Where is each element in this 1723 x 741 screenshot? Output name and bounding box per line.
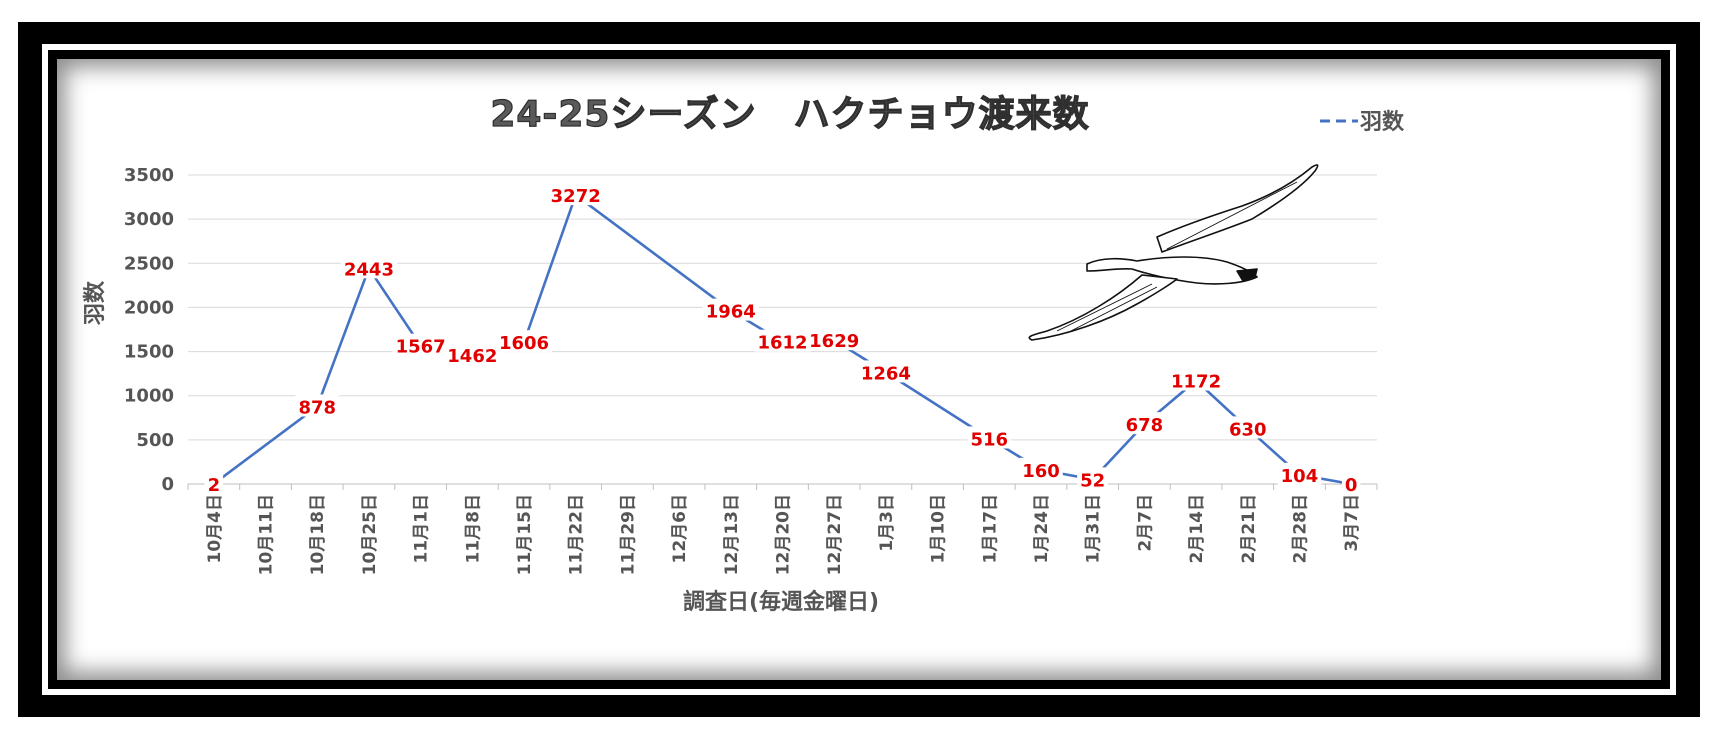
x-tick-label: 1月17日 [980, 494, 1000, 564]
data-label: 1462 [447, 346, 497, 367]
swan-body [1086, 256, 1258, 285]
data-label-bg [857, 360, 914, 383]
data-label: 678 [1126, 415, 1164, 436]
data-label-bg [204, 471, 224, 494]
x-tick-label: 10月18日 [308, 494, 328, 575]
y-tick-label: 1000 [124, 386, 174, 407]
data-label-bg [1019, 457, 1063, 480]
x-tick-label: 2月21日 [1239, 494, 1259, 564]
swan-feet [1236, 268, 1258, 282]
x-tick-label: 11月1日 [412, 494, 432, 564]
x-tick-label: 1月3日 [877, 494, 897, 552]
data-label-bg [1077, 467, 1109, 490]
data-label-bg [392, 333, 449, 356]
x-tick-label: 12月6日 [670, 494, 690, 564]
x-tick-label: 12月27日 [825, 494, 845, 575]
x-tick-label: 2月28日 [1290, 494, 1310, 564]
data-label: 0 [1345, 475, 1358, 496]
data-label-bg [702, 298, 759, 321]
data-label: 878 [298, 397, 336, 418]
data-label-bg [1277, 462, 1322, 485]
data-label: 1606 [499, 333, 549, 354]
data-label: 1964 [706, 302, 756, 323]
data-label-bg [444, 342, 501, 365]
data-label: 160 [1022, 461, 1060, 482]
x-tick-label: 3月7日 [1342, 494, 1362, 552]
data-label-bg [495, 330, 553, 353]
x-tick-label: 1月10日 [929, 494, 949, 564]
legend: 羽数 [1320, 109, 1405, 135]
y-tick-label: 0 [161, 474, 174, 495]
data-label: 104 [1281, 466, 1319, 487]
data-label: 1612 [757, 333, 807, 354]
y-tick-label: 2000 [124, 297, 174, 318]
data-label-bg [1341, 472, 1361, 494]
chart-svg: 24-25シーズン ハクチョウ渡来数 羽数 羽数 調査日(毎週金曜日) 0 500… [82, 92, 1405, 615]
x-tick-label: 1月31日 [1084, 494, 1104, 564]
x-axis-title: 調査日(毎週金曜日) [683, 589, 879, 615]
x-tick-label: 10月11日 [257, 494, 277, 575]
y-tick-label: 2500 [124, 253, 174, 274]
legend-label: 羽数 [1360, 109, 1405, 135]
data-label-bg [806, 328, 863, 351]
swan-upper-wing [1156, 164, 1319, 253]
data-label: 1172 [1171, 372, 1221, 393]
swan-wing-lines [1056, 181, 1298, 334]
data-label-bg [754, 329, 811, 352]
y-tick-label: 3500 [124, 165, 174, 186]
data-label-bg [340, 256, 397, 279]
x-tick-label: 1月24日 [1032, 494, 1052, 564]
data-label: 3272 [551, 186, 601, 207]
chart-panel: 24-25シーズン ハクチョウ渡来数 羽数 羽数 調査日(毎週金曜日) 0 500… [57, 59, 1661, 680]
x-tick-label: 2月14日 [1187, 494, 1207, 564]
x-tick-label: 11月29日 [618, 494, 638, 575]
data-label-bg [1122, 412, 1167, 435]
y-tick-label: 3000 [124, 209, 174, 230]
x-tick-labels: 10月4日 10月11日 10月18日 10月25日 11月1日 11月8日 11月15日 1… [187, 483, 1378, 575]
data-label-bg [1168, 368, 1225, 391]
data-label: 52 [1080, 470, 1105, 491]
x-tick-label: 11月22日 [567, 494, 587, 575]
data-label-bg [967, 426, 1012, 449]
data-label: 2443 [344, 259, 394, 280]
y-tick-labels: 0 500 1000 1500 2000 2500 3000 3500 [124, 165, 174, 495]
data-label-bg [547, 183, 604, 206]
outer-frame: 24-25シーズン ハクチョウ渡来数 羽数 羽数 調査日(毎週金曜日) 0 500… [18, 22, 1700, 717]
data-label: 2 [208, 475, 221, 496]
x-tick-label: 11月15日 [515, 494, 535, 575]
x-tick-label: 12月20日 [774, 494, 794, 575]
data-label: 516 [970, 429, 1008, 450]
data-label: 1567 [396, 337, 446, 358]
chart-title: 24-25シーズン ハクチョウ渡来数 [490, 93, 1089, 135]
data-label-bg [1225, 416, 1270, 439]
inner-frame: 24-25シーズン ハクチョウ渡来数 羽数 羽数 調査日(毎週金曜日) 0 500… [48, 50, 1670, 689]
x-tick-label: 10月25日 [360, 494, 380, 575]
data-label: 1264 [861, 363, 911, 384]
y-tick-label: 500 [136, 430, 174, 451]
x-tick-label: 2月7日 [1135, 494, 1155, 552]
swan-illustration [1028, 164, 1319, 341]
y-axis-title: 羽数 [82, 280, 108, 325]
frame-ring: 24-25シーズン ハクチョウ渡来数 羽数 羽数 調査日(毎週金曜日) 0 500… [42, 44, 1676, 695]
x-tick-label: 12月13日 [722, 494, 742, 575]
data-label-bg [295, 394, 340, 417]
x-tick-label: 11月8日 [463, 494, 483, 564]
x-tick-label: 10月4日 [205, 494, 225, 564]
swan-lower-wing [1028, 274, 1178, 341]
data-label: 630 [1229, 419, 1267, 440]
y-tick-label: 1500 [124, 342, 174, 363]
data-label: 1629 [809, 331, 859, 352]
